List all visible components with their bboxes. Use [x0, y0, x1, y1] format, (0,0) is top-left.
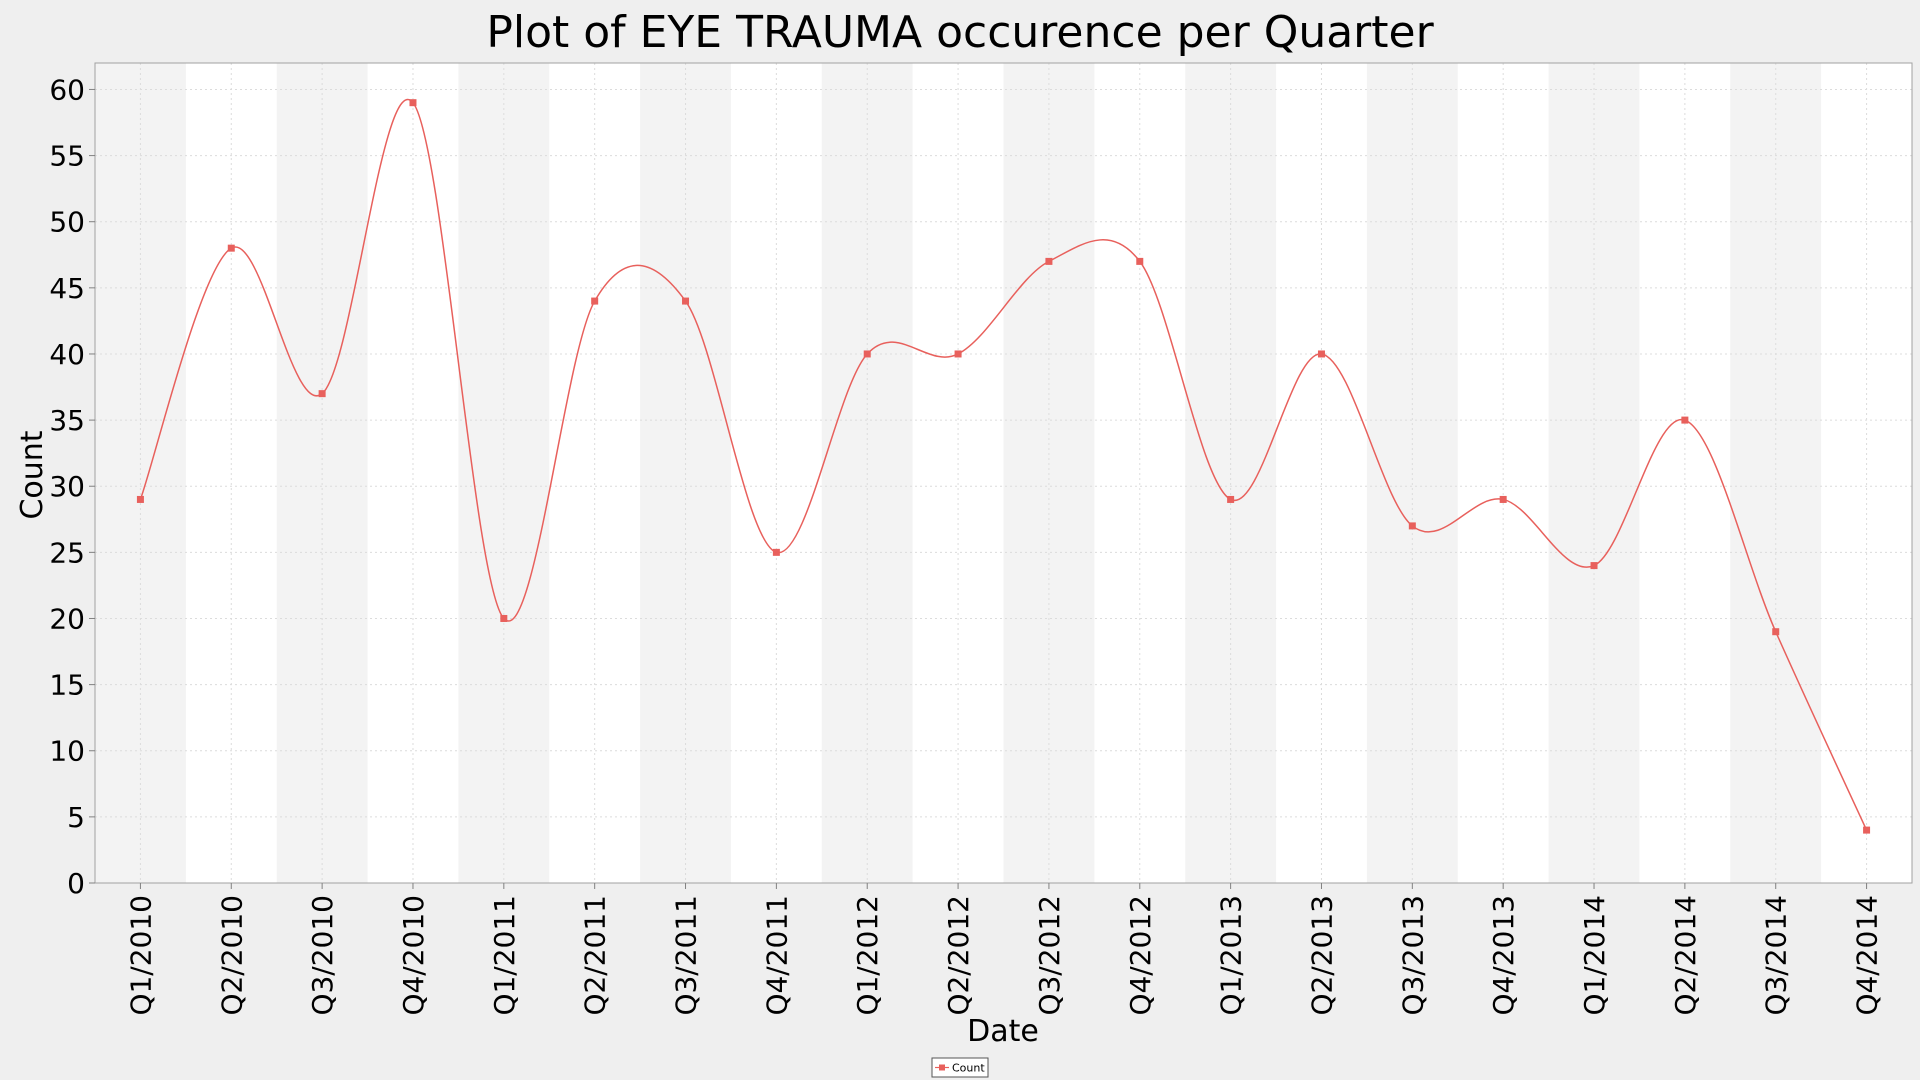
- plot-bands: [95, 63, 1913, 883]
- data-point-marker: [318, 390, 326, 398]
- x-tick-label: Q3/2013: [1396, 895, 1429, 1016]
- x-tick-label: Q2/2010: [215, 895, 248, 1016]
- data-point-marker: [500, 614, 508, 622]
- data-point-marker: [772, 548, 780, 556]
- x-axis-ticks: Q1/2010 Q2/2010 Q3/2010 Q4/2010 Q1/2011 Q2/20…: [124, 883, 1884, 1016]
- data-point-marker: [1408, 522, 1416, 530]
- x-tick-label: Q1/2014: [1578, 895, 1611, 1016]
- legend-box: [931, 1057, 989, 1078]
- data-point-marker: [1772, 628, 1780, 636]
- y-axis-ticks: 0 5 10 15 20 25 30 35 40 45 50 55 60: [49, 73, 95, 900]
- x-tick-label: Q3/2012: [1033, 895, 1066, 1016]
- y-tick-label: 10: [49, 735, 85, 768]
- x-tick-label: Q4/2013: [1487, 895, 1520, 1016]
- x-tick-label: Q1/2010: [124, 895, 157, 1016]
- series-line-count: [139, 98, 1868, 831]
- y-tick-label: 55: [49, 140, 85, 173]
- data-point-marker: [409, 99, 417, 107]
- y-tick-label: 25: [49, 536, 85, 569]
- legend-entry-count: Count: [952, 1062, 985, 1075]
- data-point-marker: [682, 297, 690, 305]
- data-point-marker: [227, 244, 235, 252]
- y-tick-label: 60: [49, 73, 85, 106]
- data-point-marker: [1499, 495, 1507, 503]
- y-tick-label: 15: [49, 669, 85, 702]
- data-point-marker: [1227, 495, 1235, 503]
- x-tick-label: Q4/2012: [1124, 895, 1157, 1016]
- y-tick-label: 45: [49, 272, 85, 305]
- x-tick-label: Q2/2011: [579, 895, 612, 1016]
- data-point-marker: [591, 297, 599, 305]
- x-tick-label: Q1/2012: [851, 895, 884, 1016]
- data-point-marker: [1136, 257, 1144, 265]
- x-axis-label: Date: [967, 1014, 1039, 1049]
- x-tick-label: Q3/2010: [306, 895, 339, 1016]
- x-tick-label: Q4/2011: [760, 895, 793, 1016]
- data-point-marker: [1317, 350, 1325, 358]
- y-tick-label: 40: [49, 338, 85, 371]
- y-tick-label: 35: [49, 404, 85, 437]
- y-tick-label: 20: [49, 602, 85, 635]
- x-tick-label: Q3/2014: [1760, 895, 1793, 1016]
- data-point-marker: [863, 350, 871, 358]
- y-tick-label: 30: [49, 470, 85, 503]
- legend-marker-swatch: [939, 1064, 945, 1071]
- x-tick-label: Q2/2012: [942, 895, 975, 1016]
- x-tick-label: Q4/2014: [1851, 895, 1884, 1016]
- data-point-marker: [1681, 416, 1689, 424]
- legend: Count: [931, 1057, 989, 1078]
- data-point-marker: [1045, 257, 1053, 265]
- plot-area-frame: [94, 62, 1913, 884]
- series-markers: [136, 99, 1871, 834]
- y-tick-label: 0: [67, 867, 85, 900]
- y-tick-label: 50: [49, 206, 85, 239]
- y-axis-label: Count: [15, 430, 50, 519]
- grid-lines: [95, 63, 1912, 884]
- x-tick-label: Q1/2011: [488, 895, 521, 1016]
- x-tick-label: Q2/2013: [1305, 895, 1338, 1016]
- data-point-marker: [954, 350, 962, 358]
- data-point-marker: [1863, 826, 1871, 834]
- chart-title: Plot of EYE TRAUMA occurence per Quarter: [486, 7, 1434, 58]
- data-point-marker: [1590, 562, 1598, 570]
- x-tick-label: Q4/2010: [397, 895, 430, 1016]
- data-point-marker: [136, 495, 144, 503]
- x-tick-label: Q2/2014: [1669, 895, 1702, 1016]
- x-tick-label: Q3/2011: [670, 895, 703, 1016]
- y-tick-label: 5: [67, 801, 85, 834]
- x-tick-label: Q1/2013: [1215, 895, 1248, 1016]
